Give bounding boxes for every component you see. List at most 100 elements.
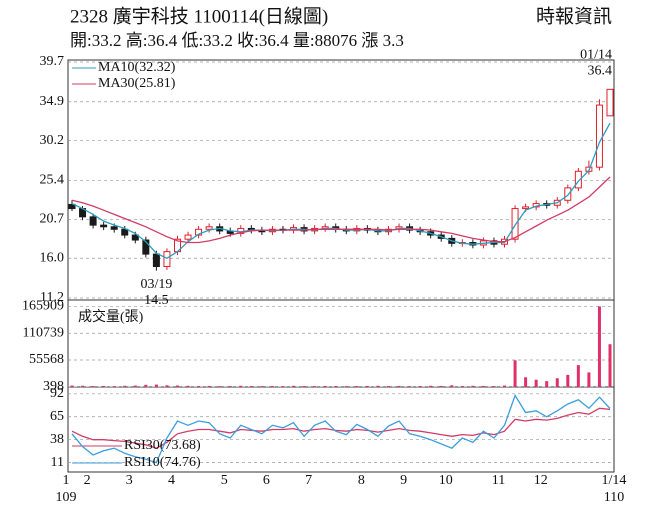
candle-body bbox=[595, 104, 603, 168]
y-tick-label: 92 bbox=[50, 386, 64, 401]
volume-bar bbox=[239, 385, 243, 387]
y-tick-label: 11 bbox=[51, 455, 64, 470]
candle-body bbox=[574, 170, 582, 189]
candle-body bbox=[121, 228, 129, 236]
volume-bar bbox=[144, 384, 148, 387]
subtitle: 開:33.2 高:36.4 低:33.2 收:36.4 量:88076 漲 3.… bbox=[70, 31, 404, 50]
y-tick-label: 16.0 bbox=[40, 250, 65, 265]
volume-bar bbox=[165, 385, 169, 387]
candle-body bbox=[131, 234, 139, 241]
y-tick-label: 11.2 bbox=[40, 290, 64, 305]
candle-body bbox=[205, 226, 213, 230]
volume-bar bbox=[197, 386, 201, 387]
volume-bar bbox=[534, 379, 538, 387]
legend-label: MA10(32.32) bbox=[98, 60, 176, 75]
volume-bar bbox=[429, 385, 433, 387]
volume-bar bbox=[397, 385, 401, 387]
volume-bar bbox=[418, 386, 422, 387]
volume-bar bbox=[365, 385, 369, 387]
chart-title: 2328 廣宇科技 1100114(日線圖) bbox=[70, 5, 328, 27]
y-tick-label: 20.7 bbox=[40, 212, 65, 227]
volume-bar bbox=[524, 377, 528, 387]
volume-bar bbox=[154, 384, 158, 387]
volume-bar bbox=[70, 385, 74, 387]
volume-bar bbox=[587, 372, 591, 387]
volume-bar bbox=[218, 386, 222, 387]
volume-bar bbox=[450, 385, 454, 387]
y-tick-label: 38 bbox=[50, 432, 64, 447]
ma-line bbox=[71, 122, 611, 260]
volume-bar bbox=[313, 386, 317, 387]
volume-bar bbox=[91, 386, 95, 387]
volume-bar bbox=[608, 344, 612, 387]
price-panel bbox=[67, 59, 615, 301]
y-tick-label: 34.9 bbox=[40, 94, 65, 109]
x-tick-label: 11 bbox=[492, 473, 505, 488]
volume-bar bbox=[123, 385, 127, 387]
candle-body bbox=[142, 239, 150, 255]
volume-bar bbox=[207, 385, 211, 387]
x-tick-label: 1 bbox=[63, 473, 70, 488]
x-tick-label: 2 bbox=[84, 473, 91, 488]
y-tick-label: 55568 bbox=[29, 352, 64, 367]
annotation-date: 03/19 bbox=[140, 277, 172, 292]
legend-label: RSI30(73.68) bbox=[124, 438, 201, 453]
volume-bar bbox=[344, 386, 348, 387]
x-tick-label: 6 bbox=[263, 473, 270, 488]
volume-bar bbox=[323, 385, 327, 387]
x-tick-label: 1/14 bbox=[602, 473, 627, 488]
volume-bar bbox=[81, 385, 85, 387]
rsi-line bbox=[71, 407, 611, 449]
candle-body bbox=[606, 88, 614, 117]
x-tick-label: 7 bbox=[305, 473, 312, 488]
x-tick-label: 8 bbox=[358, 473, 365, 488]
volume-bar bbox=[408, 386, 412, 387]
volume-bar bbox=[492, 386, 496, 387]
x-tick-label: 10 bbox=[439, 473, 453, 488]
y-tick-label: 30.2 bbox=[40, 133, 65, 148]
candle-body bbox=[152, 253, 160, 268]
annotation-date: 01/14 bbox=[580, 48, 612, 63]
y-tick-label: 25.4 bbox=[40, 173, 65, 188]
volume-bar bbox=[460, 386, 464, 387]
annotation-value: 36.4 bbox=[588, 64, 613, 79]
legend-label: MA30(25.81) bbox=[98, 76, 176, 91]
y-tick-label: 39.7 bbox=[40, 54, 65, 69]
volume-bar bbox=[102, 385, 106, 387]
candle-body bbox=[522, 206, 530, 210]
candle-body bbox=[89, 216, 97, 226]
volume-bar bbox=[249, 386, 253, 387]
candle-body bbox=[100, 224, 108, 228]
ma-line bbox=[71, 176, 611, 244]
volume-label: 成交量(張) bbox=[78, 308, 144, 325]
volume-bar bbox=[355, 386, 359, 387]
year-label: 109 bbox=[56, 490, 77, 505]
y-tick-label: 65 bbox=[50, 409, 64, 424]
volume-bar bbox=[112, 386, 116, 387]
y-tick-label: 398 bbox=[43, 379, 64, 394]
candle-body bbox=[195, 228, 203, 236]
volume-bar bbox=[481, 385, 485, 387]
volume-bar bbox=[471, 385, 475, 387]
candle-body bbox=[511, 208, 519, 240]
candle-body bbox=[184, 234, 192, 240]
volume-bar bbox=[334, 386, 338, 387]
annotation-value: 14.5 bbox=[144, 293, 169, 308]
source: 時報資訊 bbox=[536, 5, 612, 27]
volume-bar bbox=[439, 385, 443, 387]
x-tick-label: 9 bbox=[400, 473, 407, 488]
legend-label: RSI10(74.76) bbox=[124, 455, 201, 470]
candle-body bbox=[163, 251, 171, 268]
volume-bar bbox=[386, 386, 390, 387]
y-tick-label: 110739 bbox=[23, 325, 64, 340]
volume-bar bbox=[555, 378, 559, 387]
volume-bar bbox=[133, 385, 137, 387]
volume-bar bbox=[503, 385, 507, 387]
volume-bar bbox=[513, 360, 517, 387]
year-label: 110 bbox=[604, 490, 624, 505]
candle-body bbox=[68, 203, 76, 210]
volume-bar bbox=[260, 386, 264, 387]
volume-bar bbox=[228, 386, 232, 387]
y-tick-label: 165909 bbox=[22, 299, 64, 314]
